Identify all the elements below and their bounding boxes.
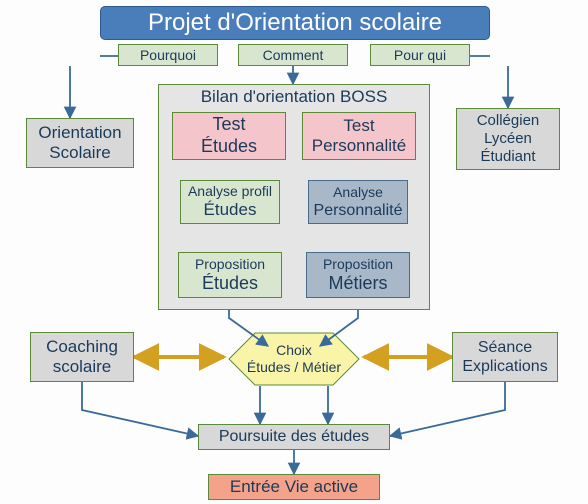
pourqui: Pour qui — [370, 44, 470, 66]
test_etudes: Test Études — [172, 112, 286, 160]
orientation: Orientation Scolaire — [26, 118, 134, 168]
entree: Entrée Vie active — [208, 474, 380, 500]
test_perso: Test Personnalité — [302, 112, 416, 160]
collegien: Collégien Lycéen Étudiant — [456, 108, 560, 170]
analyse_etudes: Analyse profilÉtudes — [180, 180, 280, 224]
arrow-13 — [82, 382, 198, 436]
header: Projet d'Orientation scolaire — [100, 6, 490, 40]
comment: Comment — [238, 44, 348, 66]
prop_metiers: PropositionMétiers — [306, 252, 410, 298]
seance: Séance Explications — [452, 332, 558, 382]
prop_etudes: PropositionÉtudes — [178, 252, 282, 298]
coaching: Coaching scolaire — [30, 332, 134, 382]
pourquoi: Pourquoi — [118, 44, 218, 66]
analyse_perso: AnalysePersonnalité — [308, 180, 408, 224]
poursuite: Poursuite des études — [198, 424, 390, 450]
choix-label: Choix Études / Métier — [229, 333, 359, 385]
panel_title: Bilan d'orientation BOSS — [160, 86, 428, 108]
arrow-14 — [390, 382, 505, 436]
